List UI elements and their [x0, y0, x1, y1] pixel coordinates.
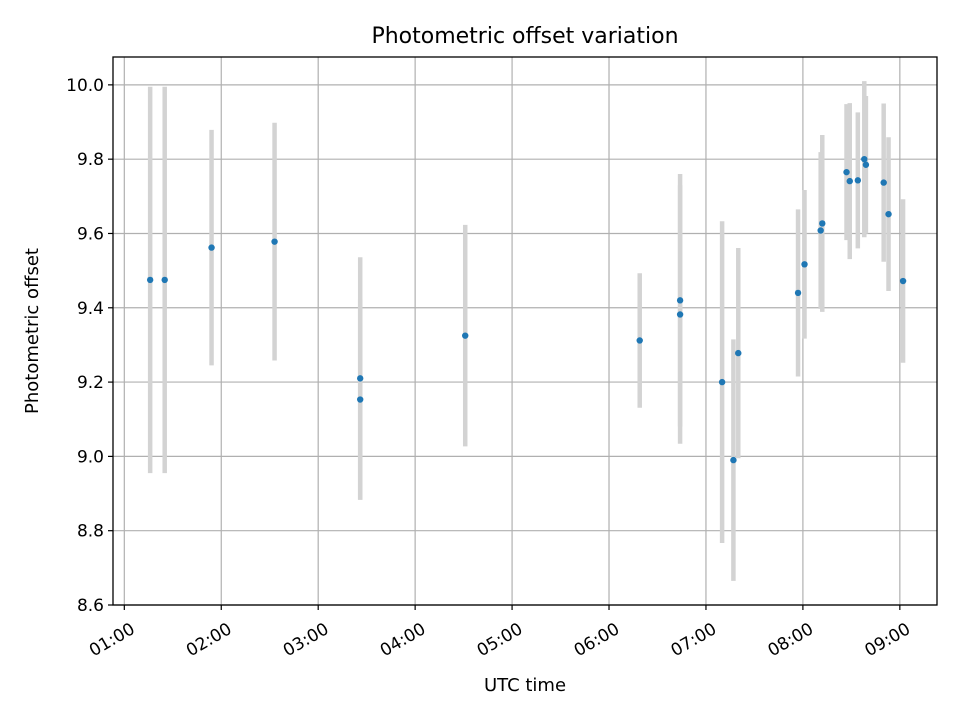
data-point: [817, 227, 824, 234]
data-point: [718, 378, 726, 386]
data-point: [862, 161, 870, 168]
data-point: [899, 277, 907, 285]
data-point: [676, 311, 684, 318]
y-axis-label: Photometric offset: [22, 248, 43, 414]
y-axis-ticks: 8.6 8.8 9.0 9.2 9.4 9.6 9.8 10.0: [66, 76, 113, 616]
data-point: [208, 244, 215, 251]
error-bars: [147, 81, 906, 581]
x-tick-label: 06:00: [571, 619, 623, 661]
chart-title: Photometric offset variation: [371, 24, 678, 49]
data-point: [843, 168, 850, 176]
data-point: [819, 220, 826, 227]
y-tick-label: 9.2: [77, 373, 104, 393]
x-tick-label: 05:00: [474, 619, 526, 661]
y-tick-label: 8.6: [77, 596, 104, 616]
data-point: [161, 276, 168, 284]
data-point: [794, 289, 802, 297]
y-tick-label: 8.8: [77, 522, 104, 542]
x-tick-label: 07:00: [668, 619, 720, 661]
y-tick-label: 9.4: [77, 299, 104, 319]
x-tick-label: 01:00: [86, 619, 138, 661]
x-axis-ticks: 01:00 02:00 03:00 04:00 05:00 06:00 07:00 08:00…: [86, 605, 914, 661]
data-point: [854, 177, 862, 184]
x-tick-label: 08:00: [765, 619, 817, 661]
grid-lines: [113, 57, 937, 606]
x-axis-label: UTC time: [484, 675, 566, 696]
x-tick-label: 02:00: [183, 619, 235, 661]
x-tick-label: 03:00: [280, 619, 332, 661]
data-point: [730, 456, 737, 464]
data-point: [271, 238, 278, 245]
y-tick-label: 10.0: [66, 76, 104, 96]
data-point: [676, 297, 684, 304]
data-point: [880, 179, 887, 186]
data-point: [801, 261, 808, 268]
data-point: [846, 177, 853, 185]
y-tick-label: 9.0: [77, 447, 104, 467]
data-point: [885, 210, 892, 218]
data-point: [357, 396, 364, 403]
data-point: [735, 349, 742, 357]
data-point: [636, 337, 643, 344]
data-points: [146, 155, 907, 464]
plot-frame: [112, 56, 938, 606]
data-point: [462, 332, 469, 339]
x-tick-label: 09:00: [862, 619, 914, 661]
data-point: [861, 155, 868, 163]
x-tick-label: 04:00: [377, 619, 429, 661]
y-tick-label: 9.8: [77, 150, 104, 170]
data-point: [146, 276, 154, 284]
data-point: [357, 375, 364, 382]
y-tick-label: 9.6: [77, 224, 104, 244]
